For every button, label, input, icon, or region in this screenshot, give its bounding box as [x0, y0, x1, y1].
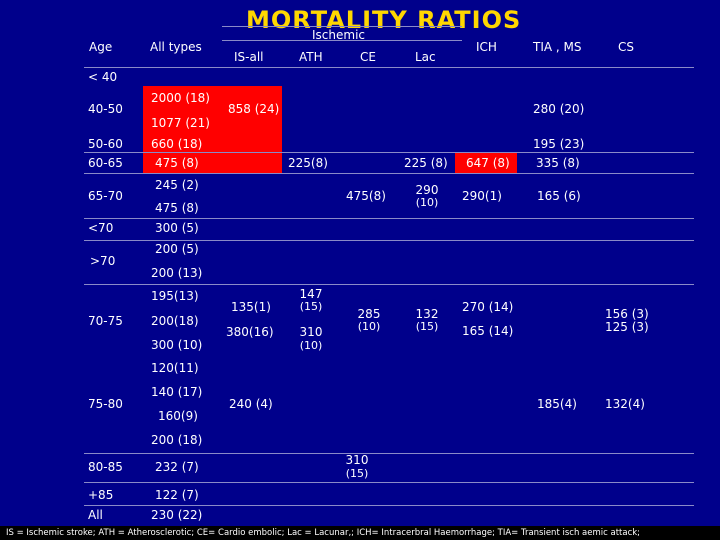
cell-gt85-all: 122 (7) — [155, 488, 199, 502]
cell-70-75-ath-1a: 147 — [299, 287, 323, 301]
cell-75-80-tia: 185(4) — [537, 397, 577, 411]
age-75-80: 75-80 — [88, 397, 123, 411]
cell-all-all: 230 (22) — [151, 508, 203, 522]
cell-65-70-lac-1: 290 — [415, 183, 439, 197]
age-60-65: 60-65 — [88, 156, 123, 170]
age-lt40: < 40 — [88, 70, 118, 84]
col-header-age: Age — [89, 40, 113, 54]
page-title: MORTALITY RATIOS — [246, 6, 522, 34]
cell-70-75-all-2: 200(18) — [151, 314, 199, 328]
age-65-70: 65-70 — [88, 189, 123, 203]
cell-70-75-ath-2b: (10) — [299, 339, 323, 352]
cell-80-85-ce-2: (15) — [345, 467, 369, 480]
cell-40-50-is-all: 858 (24) — [228, 102, 280, 116]
cell-75-80-cs: 132(4) — [605, 397, 645, 411]
cell-65-70-all-1: 245 (2) — [155, 178, 199, 192]
cell-70-75-is-1: 135(1) — [231, 300, 271, 314]
cell-70-75-all-1: 195(13) — [151, 289, 199, 303]
cell-65-70-all-2: 475 (8) — [155, 201, 199, 215]
cell-70-75-cs-1: 156 (3) — [605, 307, 649, 321]
cell-60-65-lac: 225 (8) — [404, 156, 448, 170]
col-header-is-all: IS-all — [234, 50, 264, 64]
cell-70-75-ath-2a: 310 — [299, 325, 323, 339]
cell-75-80-all-3: 200 (18) — [151, 433, 203, 447]
cell-65-70-lac-2: (10) — [415, 196, 439, 209]
cell-60-65-ath: 225(8) — [288, 156, 328, 170]
header-rule-bottom — [84, 67, 694, 68]
age-all: All — [88, 508, 103, 522]
cell-lt70-all: 300 (5) — [155, 221, 199, 235]
cell-80-85-ce-1: 310 — [345, 453, 369, 467]
cell-75-80-all-2: 160(9) — [158, 409, 198, 423]
cell-70-75-cs-2: 125 (3) — [605, 320, 649, 334]
row-rule-50-60 — [84, 152, 694, 153]
col-header-tia-ms: TIA , MS — [533, 40, 582, 54]
row-rule-80-85 — [84, 482, 694, 483]
cell-gt70-all-1: 200 (5) — [155, 242, 199, 256]
age-80-85: 80-85 — [88, 460, 123, 474]
col-header-cs: CS — [618, 40, 634, 54]
row-rule-gt85 — [84, 505, 694, 506]
cell-75-80-all-1: 140 (17) — [151, 385, 203, 399]
row-rule-60-65 — [84, 173, 694, 174]
header-rule-ischemic — [222, 40, 462, 41]
highlight-all-is-block — [143, 86, 282, 153]
cell-65-70-ich: 290(1) — [462, 189, 502, 203]
cell-70-75-all-3: 300 (10) — [151, 338, 203, 352]
age-40-50: 40-50 — [88, 102, 123, 116]
age-50-60: 50-60 — [88, 137, 123, 151]
cell-75-80-all-0: 120(11) — [151, 361, 199, 375]
col-header-lac: Lac — [415, 50, 436, 64]
row-rule-75-80 — [84, 453, 694, 454]
cell-70-75-ich-2: 165 (14) — [462, 324, 514, 338]
highlight-60-65-ich — [455, 153, 517, 173]
cell-40-50-all-2: 1077 (21) — [151, 116, 210, 130]
age-gt70: >70 — [90, 254, 116, 268]
cell-70-75-ce-2: (10) — [357, 320, 381, 333]
cell-60-65-tia: 335 (8) — [536, 156, 580, 170]
row-rule-65-70 — [84, 218, 694, 219]
cell-50-60-tia: 195 (23) — [533, 137, 585, 151]
cell-70-75-ich-1: 270 (14) — [462, 300, 514, 314]
cell-50-60-all: 660 (18) — [151, 137, 203, 151]
cell-40-50-all-1: 2000 (18) — [151, 91, 210, 105]
cell-65-70-tia: 165 (6) — [537, 189, 581, 203]
footer-legend: IS = Ischemic stroke; ATH = Atherosclero… — [0, 526, 720, 540]
col-header-ich: ICH — [476, 40, 497, 54]
col-header-ce: CE — [360, 50, 376, 64]
footer-legend-text: IS = Ischemic stroke; ATH = Atherosclero… — [6, 528, 641, 538]
cell-40-50-tia: 280 (20) — [533, 102, 585, 116]
ischemic-header: Ischemic — [312, 28, 365, 42]
cell-70-75-ce-1: 285 — [357, 307, 381, 321]
cell-gt70-all-2: 200 (13) — [151, 266, 203, 280]
cell-60-65-ich: 647 (8) — [466, 156, 510, 170]
cell-70-75-is-2: 380(16) — [226, 325, 274, 339]
header-rule-top — [222, 26, 462, 27]
cell-70-75-ath-1b: (15) — [299, 300, 323, 313]
age-70-75: 70-75 — [88, 314, 123, 328]
cell-70-75-lac-1: 132 — [415, 307, 439, 321]
age-lt70: <70 — [88, 221, 114, 235]
cell-80-85-all: 232 (7) — [155, 460, 199, 474]
highlight-60-65-all — [143, 153, 282, 173]
cell-65-70-ce: 475(8) — [346, 189, 386, 203]
row-rule-lt70 — [84, 240, 694, 241]
col-header-all-types: All types — [150, 40, 202, 54]
cell-60-65-all: 475 (8) — [155, 156, 199, 170]
age-gt85: +85 — [88, 488, 114, 502]
col-header-ath: ATH — [299, 50, 323, 64]
row-rule-gt70 — [84, 284, 694, 285]
cell-75-80-is: 240 (4) — [229, 397, 273, 411]
cell-70-75-lac-2: (15) — [415, 320, 439, 333]
